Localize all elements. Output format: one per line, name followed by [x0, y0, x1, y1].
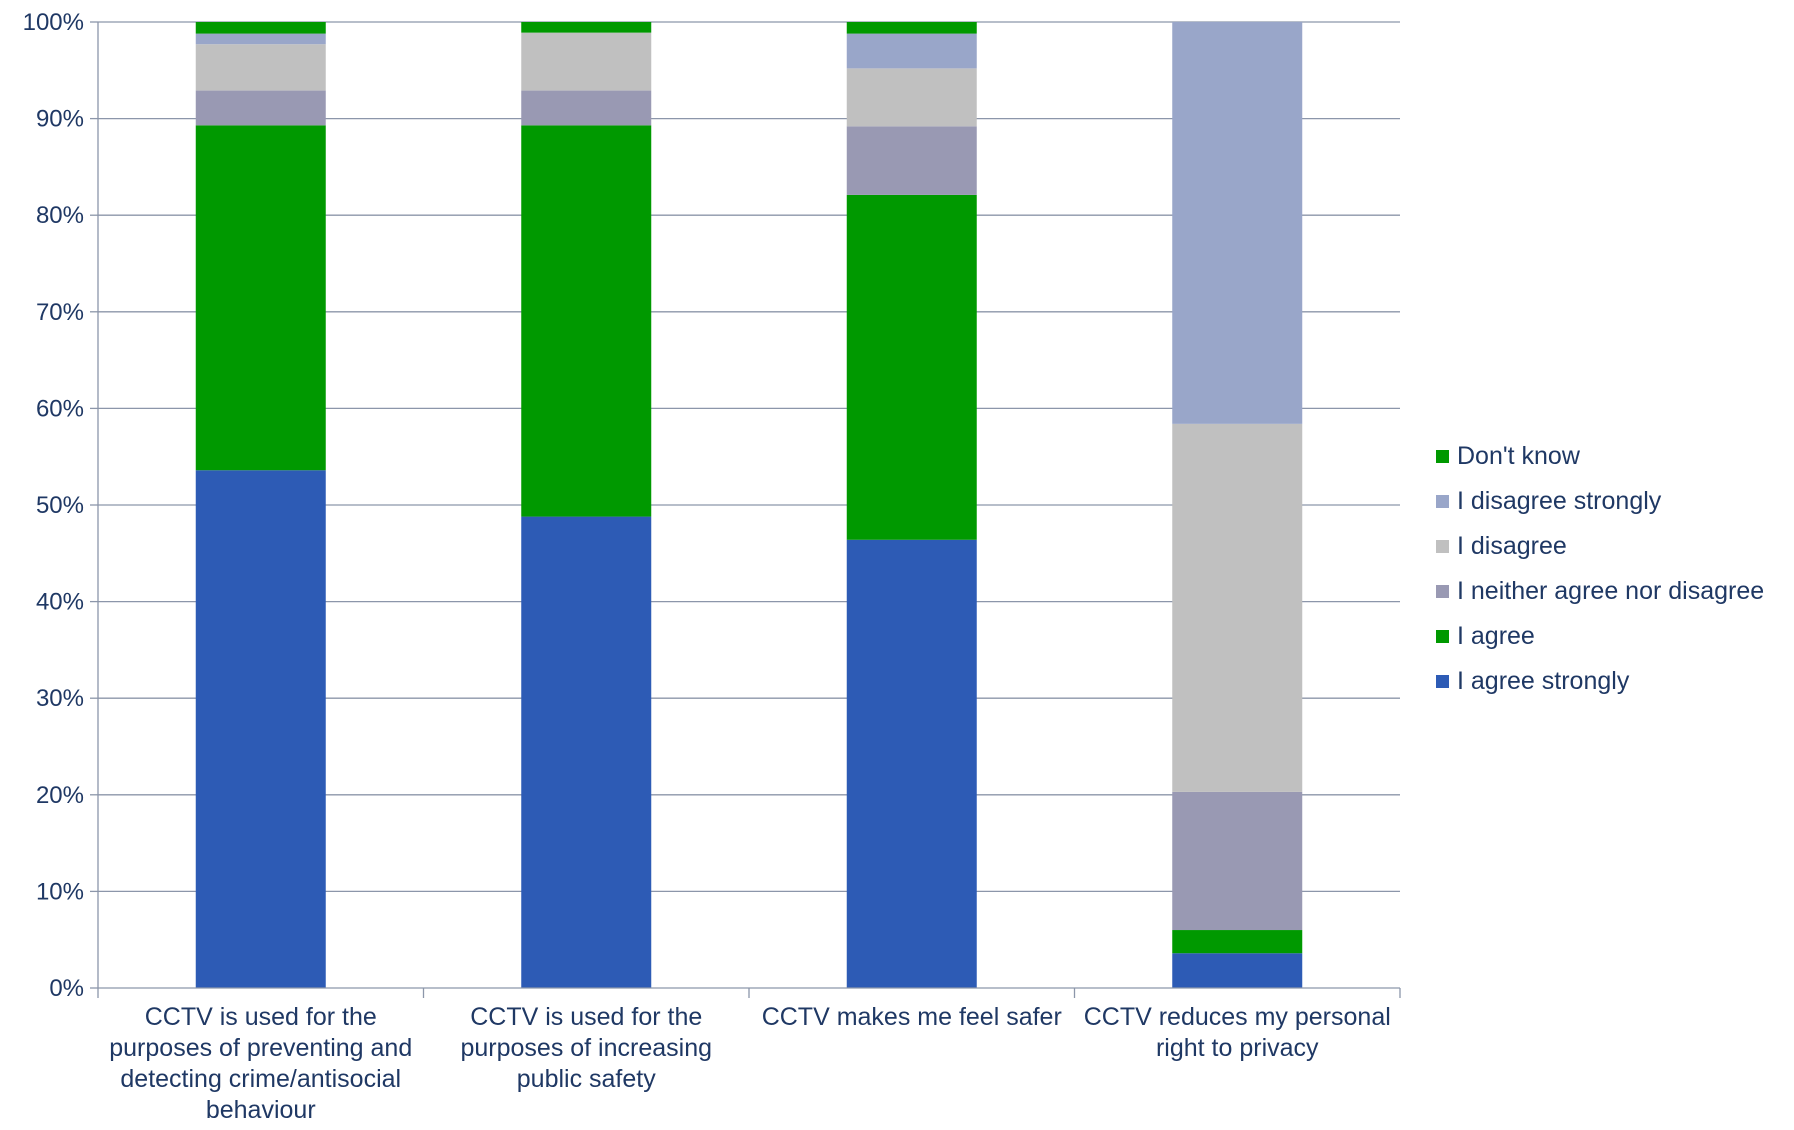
- bar-segment: [195, 125, 326, 471]
- legend-swatch: [1436, 585, 1449, 598]
- x-tick-label: CCTV is used for the purposes of prevent…: [109, 1003, 413, 1124]
- bar-segment: [521, 90, 652, 126]
- bar-segment: [521, 22, 652, 33]
- legend-item: I disagree strongly: [1436, 479, 1764, 524]
- bar-segment: [846, 22, 977, 34]
- bar-segment: [1172, 423, 1303, 792]
- bar-segment: [846, 539, 977, 988]
- y-tick-label: 40%: [36, 589, 84, 616]
- legend-label: Don't know: [1457, 442, 1580, 470]
- legend-label: I agree: [1457, 622, 1535, 650]
- legend-swatch: [1436, 675, 1449, 688]
- y-tick-label: 10%: [36, 878, 84, 905]
- legend-label: I agree strongly: [1457, 667, 1630, 695]
- y-tick-label: 60%: [36, 395, 84, 422]
- legend-label: I neither agree nor disagree: [1457, 577, 1765, 605]
- legend-item: Don't know: [1436, 434, 1764, 479]
- bar-segment: [521, 516, 652, 988]
- y-tick-label: 100%: [23, 9, 84, 36]
- bar-segment: [846, 126, 977, 195]
- legend-item: I agree: [1436, 614, 1764, 659]
- bar-segment: [195, 90, 326, 126]
- legend-swatch: [1436, 495, 1449, 508]
- bar-segment: [195, 33, 326, 45]
- legend-label: I disagree: [1457, 532, 1567, 560]
- x-tick-label: CCTV is used for the purposes of increas…: [460, 1003, 713, 1093]
- bar-segment: [521, 32, 652, 91]
- legend-swatch: [1436, 540, 1449, 553]
- y-tick-label: 30%: [36, 685, 84, 712]
- y-tick-label: 20%: [36, 782, 84, 809]
- legend-swatch: [1436, 630, 1449, 643]
- bar-segment: [846, 68, 977, 127]
- bar-segment: [846, 33, 977, 69]
- y-tick-label: 90%: [36, 106, 84, 133]
- legend: Don't know I disagree strongly I disagree I…: [1436, 434, 1764, 704]
- bar-segment: [195, 470, 326, 988]
- x-tick-label: CCTV makes me feel safer: [761, 1003, 1062, 1031]
- legend-item: I disagree: [1436, 524, 1764, 569]
- y-tick-label: 0%: [49, 975, 84, 1002]
- legend-item: I agree strongly: [1436, 659, 1764, 704]
- bar-segment: [1172, 22, 1303, 424]
- bar-segment: [846, 194, 977, 540]
- y-tick-label: 70%: [36, 299, 84, 326]
- bar-segment: [1172, 791, 1303, 931]
- legend-swatch: [1436, 450, 1449, 463]
- legend-label: I disagree strongly: [1457, 487, 1662, 515]
- bar-segment: [1172, 953, 1303, 988]
- bar-segment: [195, 44, 326, 91]
- bar-segment: [521, 125, 652, 517]
- bar-segment: [1172, 930, 1303, 954]
- y-tick-label: 50%: [36, 492, 84, 519]
- y-tick-label: 80%: [36, 202, 84, 229]
- legend-item: I neither agree nor disagree: [1436, 569, 1764, 614]
- x-tick-label: CCTV reduces my personal right to privac…: [1083, 1003, 1391, 1062]
- bar-segment: [195, 22, 326, 34]
